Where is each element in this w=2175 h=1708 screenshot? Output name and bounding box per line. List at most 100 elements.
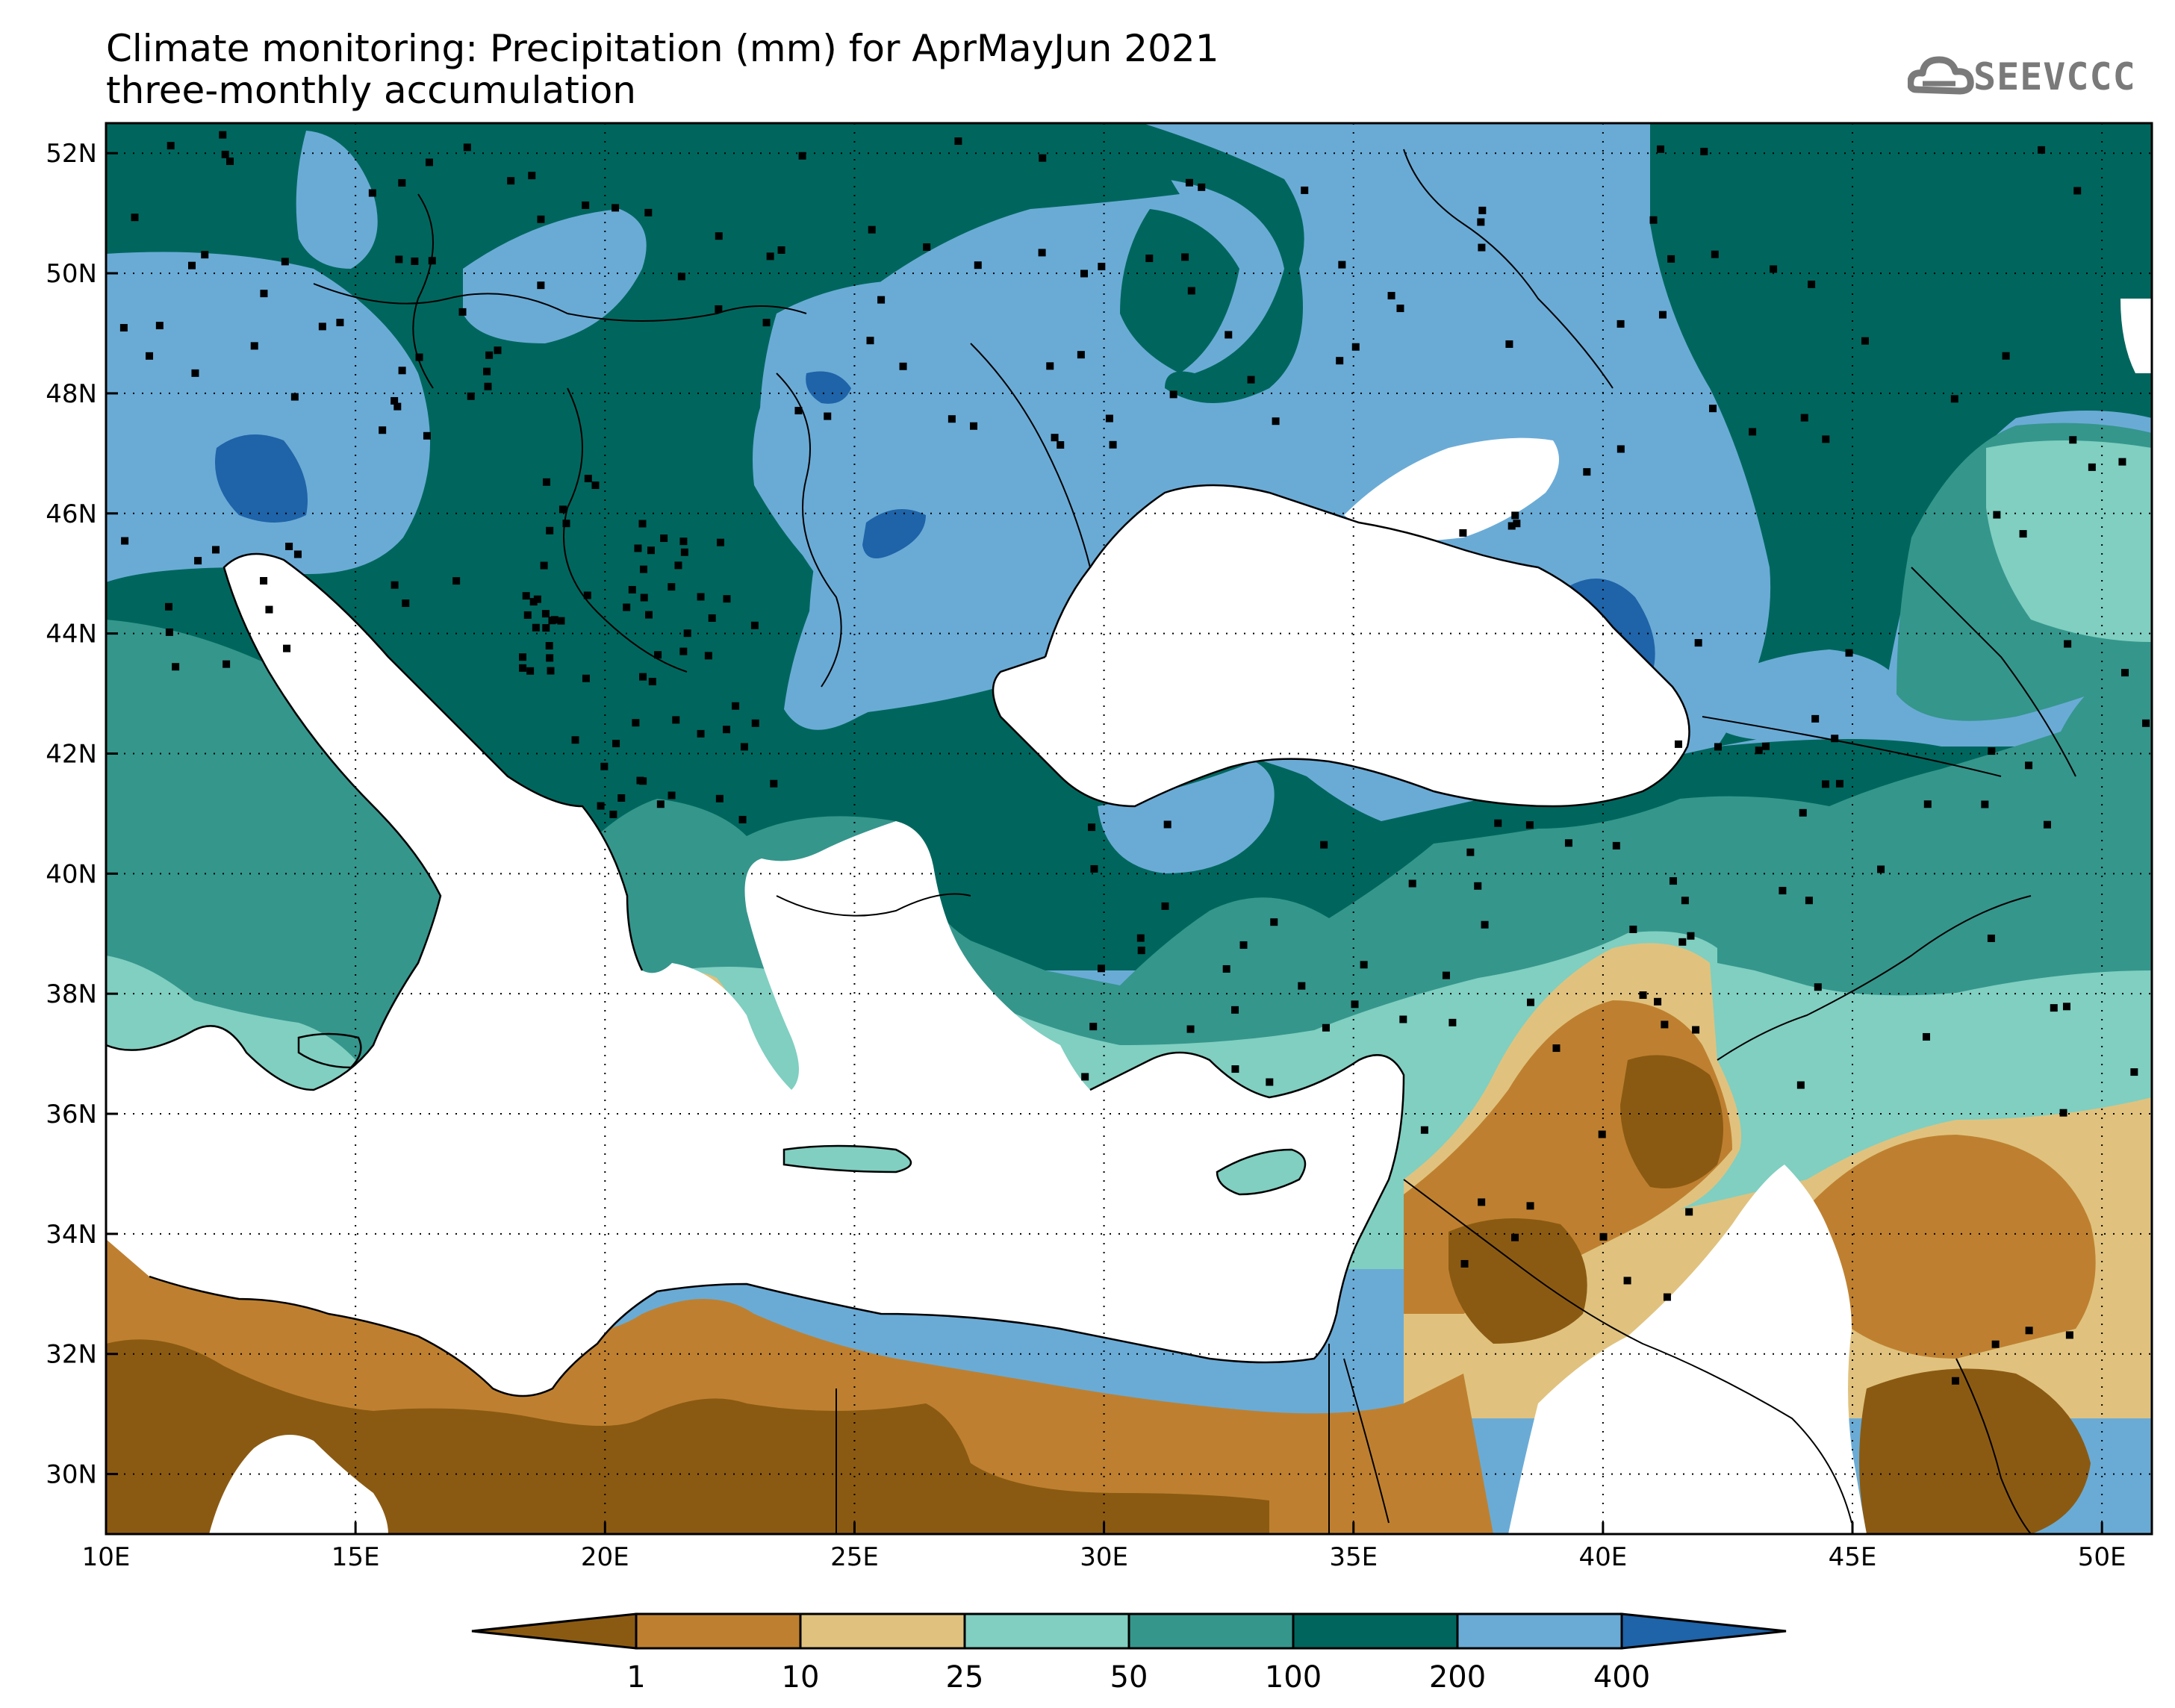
- station-marker: [1678, 938, 1687, 946]
- station-marker: [290, 393, 299, 401]
- lon-tick-label: 10E: [82, 1542, 131, 1572]
- station-marker: [824, 412, 832, 420]
- station-marker: [1459, 529, 1467, 537]
- lat-tick-label: 38N: [46, 979, 97, 1009]
- station-marker: [591, 481, 600, 490]
- station-marker: [638, 520, 647, 528]
- black-sea: [993, 485, 1690, 806]
- station-marker: [654, 651, 662, 659]
- precip-region-under-1-libya: [106, 1339, 1269, 1534]
- station-marker: [167, 142, 175, 150]
- station-marker: [1247, 375, 1255, 384]
- station-marker: [1708, 405, 1717, 413]
- station-marker: [1598, 1130, 1606, 1138]
- precip-region-25-50-east: [1986, 440, 2152, 642]
- colorbar-level-label: 10: [782, 1660, 820, 1695]
- station-marker: [390, 396, 399, 405]
- station-marker: [1270, 918, 1278, 926]
- seevccc-logo: SEEVCCC: [1908, 43, 2162, 110]
- station-marker: [1599, 1232, 1608, 1241]
- lat-tick-label: 50N: [46, 259, 97, 289]
- station-marker: [1505, 340, 1513, 348]
- station-marker: [1080, 269, 1089, 278]
- station-marker: [1449, 1018, 1457, 1026]
- station-marker: [415, 353, 423, 361]
- station-marker: [683, 629, 691, 638]
- station-marker: [1420, 1126, 1428, 1134]
- station-marker: [121, 537, 129, 545]
- station-marker: [1057, 441, 1065, 449]
- station-marker: [1805, 897, 1813, 905]
- caspian-edge-nodata: [2120, 299, 2152, 373]
- station-marker: [639, 673, 647, 681]
- station-marker: [1478, 243, 1486, 252]
- station-marker: [226, 158, 234, 166]
- station-marker: [2043, 820, 2051, 829]
- station-marker: [1198, 183, 1206, 191]
- lat-tick-label: 48N: [46, 379, 97, 409]
- colorbar-level-label: 100: [1265, 1660, 1322, 1695]
- station-marker: [612, 204, 620, 212]
- precip-region-200-400-north: [463, 209, 647, 343]
- colorbar-segment: [963, 1612, 1130, 1650]
- station-marker: [1800, 414, 1808, 422]
- station-marker: [483, 367, 491, 375]
- station-marker: [680, 548, 688, 556]
- station-marker: [281, 258, 289, 266]
- lat-tick-label: 42N: [46, 739, 97, 769]
- station-marker: [1617, 320, 1625, 328]
- station-marker: [2073, 187, 2082, 195]
- station-marker: [732, 702, 740, 710]
- map-area: [106, 123, 2152, 1534]
- station-marker: [1474, 882, 1482, 890]
- station-marker: [532, 623, 540, 632]
- station-marker: [1799, 808, 1807, 817]
- station-marker: [1951, 1377, 1959, 1385]
- station-marker: [584, 475, 592, 483]
- station-marker: [1629, 925, 1637, 933]
- station-marker: [660, 534, 668, 543]
- station-marker: [639, 565, 647, 573]
- station-marker: [1922, 1032, 1930, 1041]
- station-marker: [1231, 1065, 1239, 1073]
- station-marker: [1320, 841, 1328, 849]
- station-marker: [541, 610, 550, 618]
- station-marker: [547, 667, 555, 675]
- station-marker: [398, 178, 406, 187]
- lat-tick-label: 34N: [46, 1220, 97, 1250]
- station-marker: [318, 322, 326, 331]
- station-marker: [2142, 719, 2150, 727]
- station-marker: [1098, 263, 1106, 271]
- station-marker: [494, 346, 502, 355]
- station-marker: [644, 208, 653, 216]
- country-borders: [313, 149, 2076, 1534]
- station-marker: [2130, 1068, 2138, 1076]
- station-marker: [1477, 218, 1485, 226]
- station-marker: [1814, 983, 1822, 991]
- station-marker: [974, 261, 982, 269]
- station-marker: [715, 232, 723, 240]
- precip-region-over-400-transylvania: [806, 371, 851, 404]
- station-marker: [1186, 1025, 1195, 1033]
- station-marker: [1612, 841, 1620, 850]
- station-marker: [1649, 216, 1658, 224]
- station-marker: [1669, 877, 1677, 885]
- station-marker: [1687, 932, 1695, 940]
- station-marker: [1663, 1293, 1671, 1301]
- coastlines: [106, 484, 1690, 1397]
- station-marker: [1088, 823, 1096, 832]
- station-marker: [1714, 743, 1722, 751]
- station-marker: [1617, 445, 1625, 453]
- station-marker: [582, 674, 590, 682]
- station-marker: [1831, 735, 1839, 743]
- lat-tick-label: 46N: [46, 499, 97, 529]
- station-marker: [411, 257, 419, 265]
- station-marker: [1511, 511, 1519, 520]
- station-marker: [762, 319, 771, 327]
- station-marker: [1089, 1023, 1098, 1031]
- station-marker: [723, 595, 731, 603]
- station-marker: [668, 583, 676, 591]
- station-marker: [260, 290, 268, 298]
- station-marker: [219, 131, 227, 139]
- station-marker: [398, 367, 406, 375]
